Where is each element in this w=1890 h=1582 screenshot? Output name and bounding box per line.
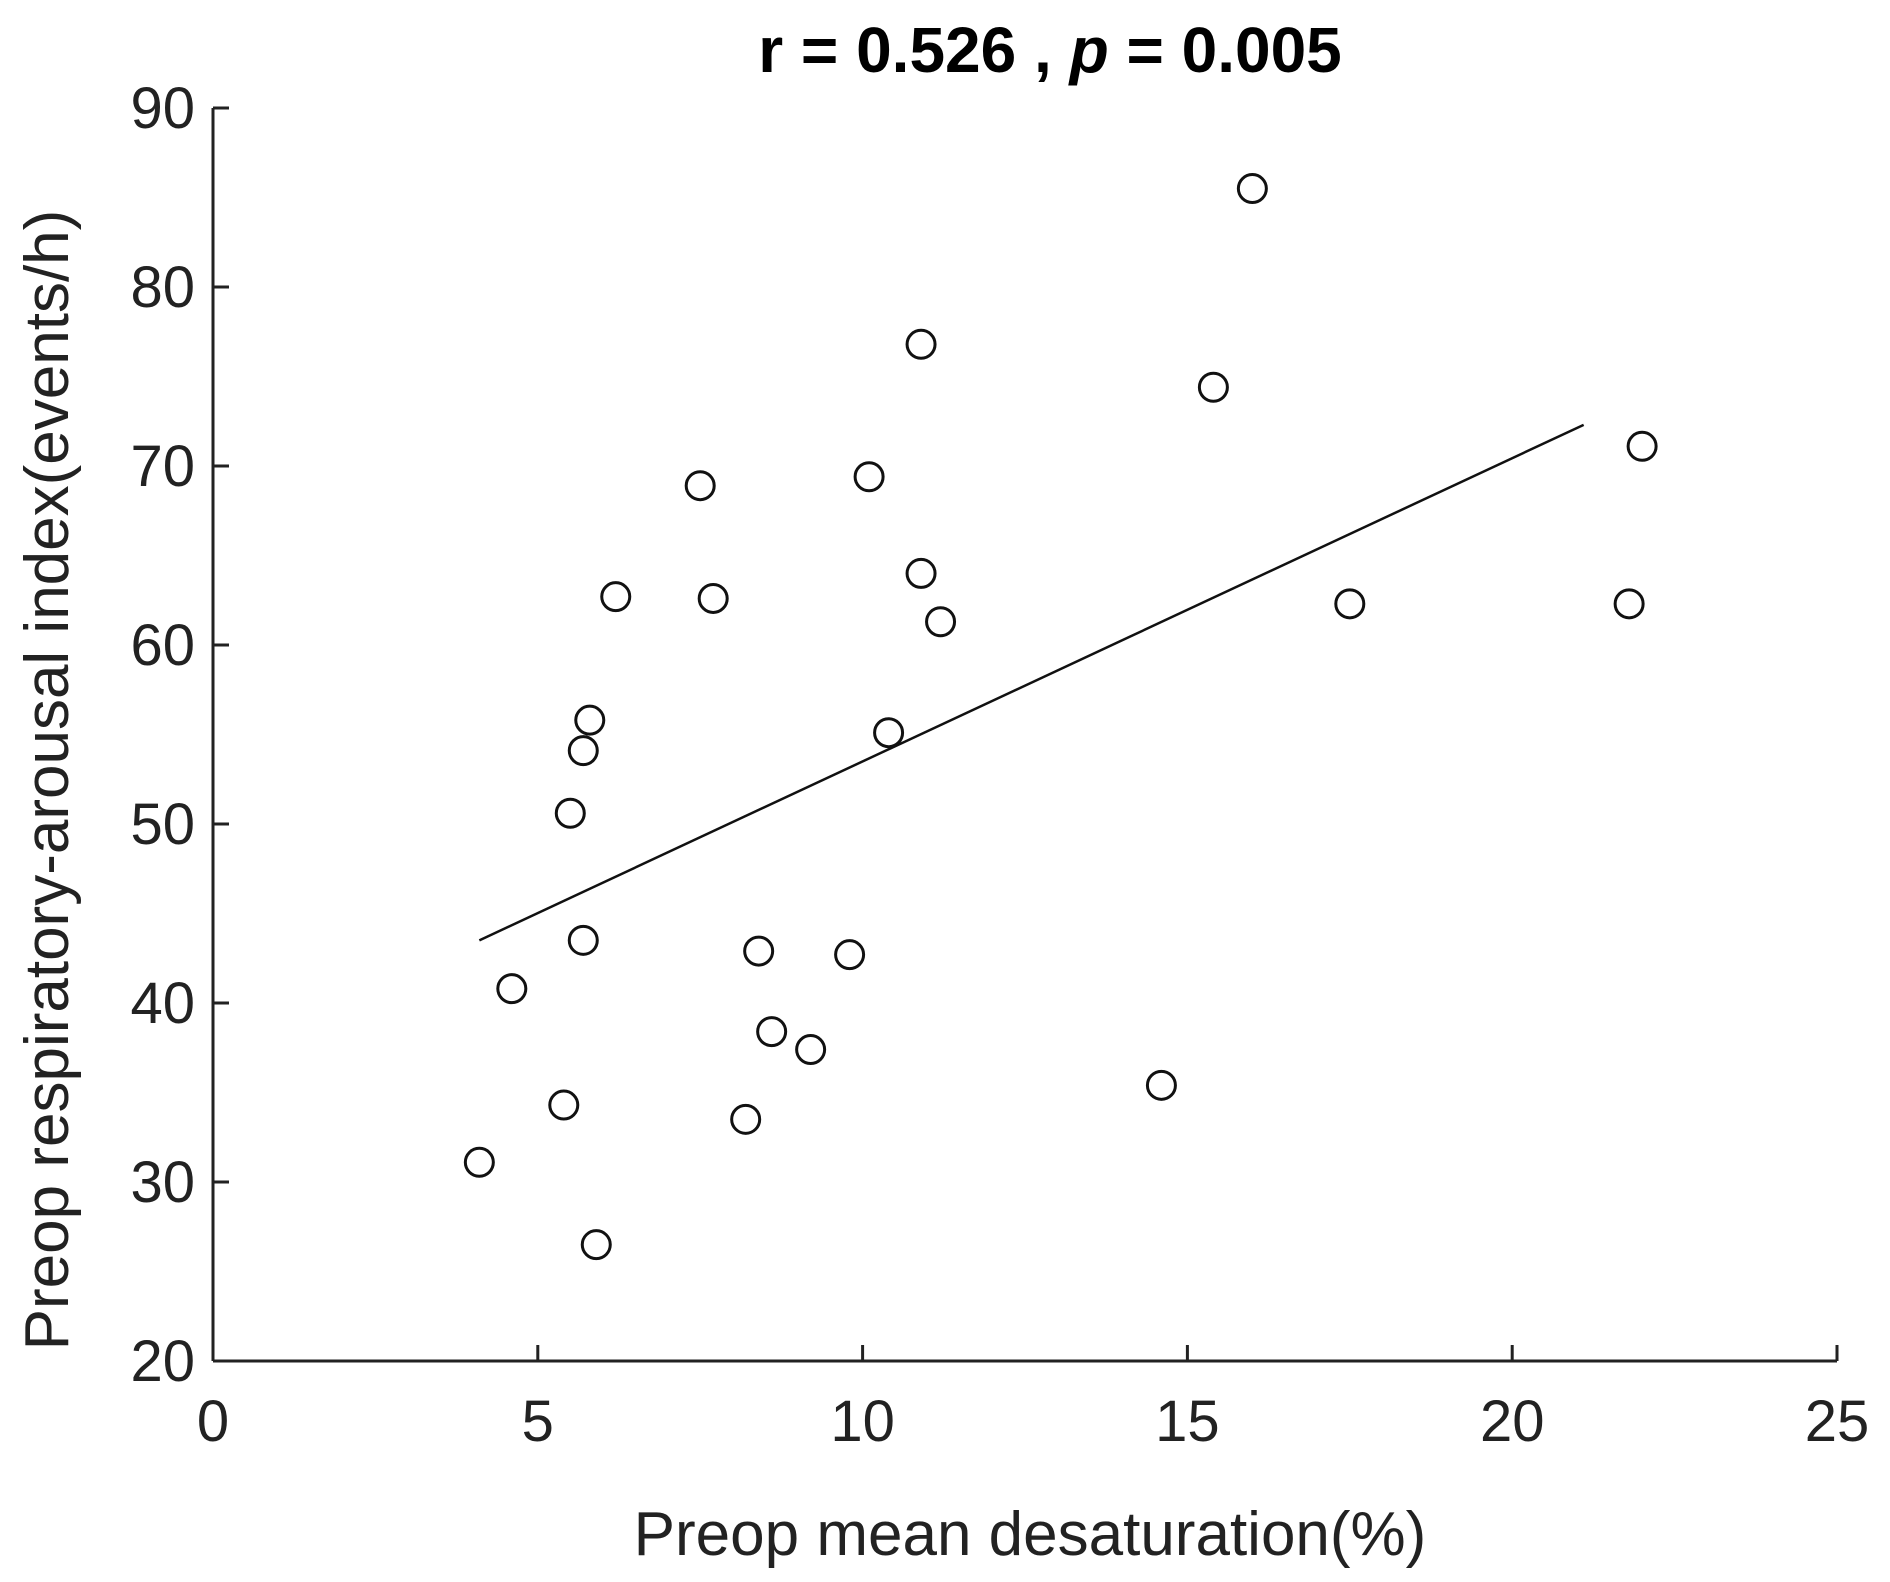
x-tick-label: 20 — [1480, 1389, 1545, 1454]
data-point — [853, 461, 885, 493]
axes: 0 5 10 15 20 25 20 30 40 50 60 70 80 90 — [130, 76, 1869, 1454]
title-p-label: p — [1068, 14, 1109, 86]
y-tick-label: 20 — [130, 1329, 195, 1394]
x-axis-label: Preop mean desaturation(%) — [634, 1500, 1427, 1569]
data-point — [574, 704, 606, 736]
data-point — [1145, 1069, 1177, 1101]
data-point — [496, 973, 528, 1005]
data-points — [463, 173, 1658, 1261]
data-point — [567, 735, 599, 767]
data-point — [795, 1034, 827, 1066]
title-r-value: 0.526 — [856, 14, 1016, 86]
data-point — [697, 582, 729, 614]
data-point — [548, 1089, 580, 1121]
data-point — [600, 581, 632, 613]
data-point — [554, 797, 586, 829]
title-equals-1: = — [801, 14, 856, 86]
data-point — [1236, 173, 1268, 205]
data-point — [873, 717, 905, 749]
title-r-label: r — [758, 14, 783, 86]
x-tick-label: 5 — [522, 1389, 554, 1454]
data-point — [463, 1146, 495, 1178]
trend-line-group — [478, 423, 1585, 942]
data-point — [1626, 430, 1658, 462]
data-point — [834, 939, 866, 971]
y-tick-label: 90 — [130, 76, 195, 141]
data-point — [905, 557, 937, 589]
x-tick-label: 10 — [830, 1389, 895, 1454]
y-axis-label: Preop respiratory-arousal index(events/h… — [13, 210, 82, 1351]
data-point — [567, 924, 599, 956]
y-tick-label: 80 — [130, 255, 195, 320]
trend-line — [478, 423, 1585, 942]
y-tick-label: 50 — [130, 792, 195, 857]
title-separator: , — [1034, 14, 1070, 86]
data-point — [1197, 371, 1229, 403]
chart-title: r = 0.526 , p = 0.005 — [758, 14, 1342, 86]
data-point — [730, 1103, 762, 1135]
data-point — [684, 470, 716, 502]
data-point — [580, 1229, 612, 1261]
x-tick-label: 0 — [197, 1389, 229, 1454]
data-point — [925, 606, 957, 638]
y-tick-label: 40 — [130, 971, 195, 1036]
data-point — [743, 935, 775, 967]
data-point — [905, 328, 937, 360]
title-equals-2: = — [1126, 14, 1181, 86]
data-point — [756, 1016, 788, 1048]
x-tick-label: 25 — [1805, 1389, 1870, 1454]
title-p-value: 0.005 — [1182, 14, 1342, 86]
y-tick-label: 30 — [130, 1150, 195, 1215]
y-tick-label: 70 — [130, 434, 195, 499]
y-tick-label: 60 — [130, 613, 195, 678]
data-point — [1613, 588, 1645, 620]
data-point — [1334, 588, 1366, 620]
x-tick-label: 15 — [1155, 1389, 1220, 1454]
